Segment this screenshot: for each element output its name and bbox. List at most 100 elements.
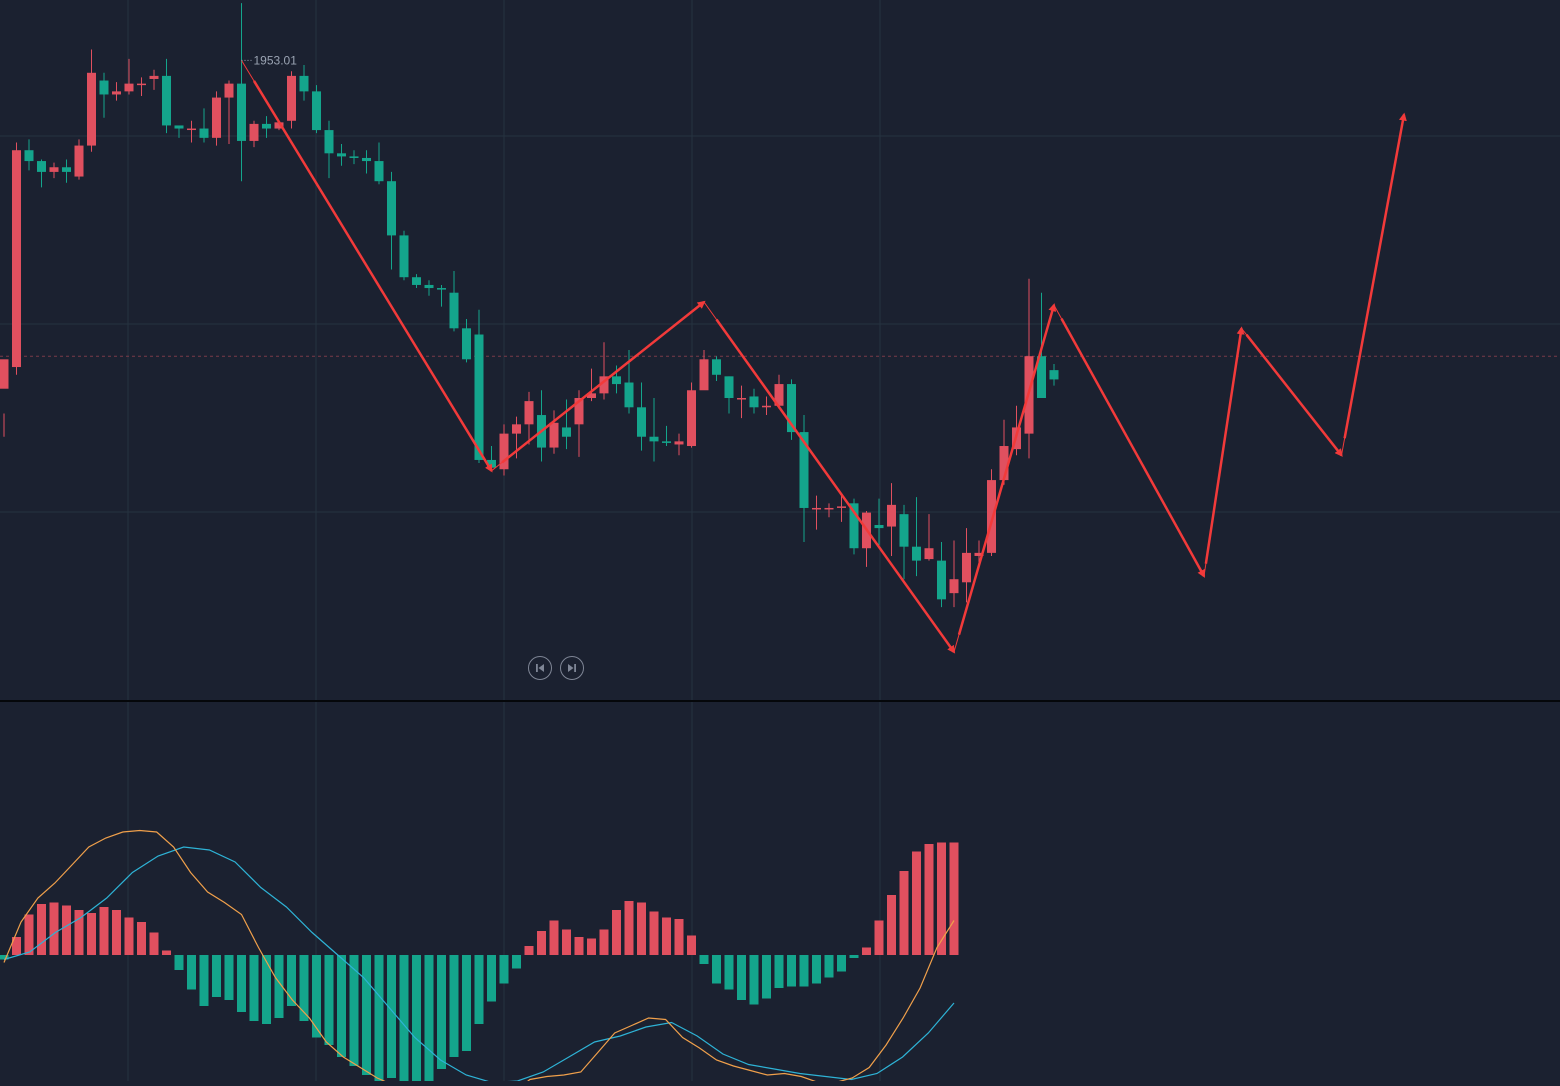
candle-body [924, 548, 934, 560]
macd-bar [487, 955, 496, 1002]
candle-body [762, 405, 771, 408]
candle-body [337, 153, 346, 157]
macd-bar [24, 914, 34, 955]
candle-body [149, 75, 159, 79]
candle-body [62, 167, 71, 172]
macd-bar [899, 871, 909, 955]
macd-bar [687, 935, 696, 955]
macd-bar [49, 902, 59, 955]
macd-bar [674, 919, 684, 955]
macd-bar [262, 955, 271, 1024]
macd-bar [137, 922, 146, 955]
zigzag-arrow [957, 303, 1057, 635]
macd-bar [0, 955, 9, 960]
candle-body [624, 382, 634, 408]
candle-body [162, 75, 171, 126]
macd-bar [499, 955, 509, 984]
candle-body [699, 359, 709, 391]
candle-body [787, 384, 796, 433]
macd-bar [549, 920, 559, 955]
candle-body [574, 398, 584, 425]
candle-body [412, 277, 421, 285]
scroll-to-start-button[interactable] [528, 656, 552, 680]
macd-bar [149, 932, 159, 955]
candle-body [912, 546, 921, 561]
macd-bar [749, 955, 759, 1005]
macd-bar [874, 920, 884, 955]
zigzag-arrow [1060, 318, 1206, 578]
candle-body [949, 579, 959, 594]
candle-body [449, 292, 459, 329]
candle-body [199, 128, 209, 138]
candle-body [987, 480, 996, 553]
candle-body [799, 432, 809, 508]
candle-body [612, 376, 621, 385]
macd-bar [562, 929, 571, 955]
candle-body [37, 161, 46, 172]
skip-forward-icon [568, 664, 576, 672]
macd-bar [124, 917, 134, 955]
candle-body [599, 376, 609, 394]
macd-bar [524, 946, 534, 955]
candle-body [737, 398, 746, 400]
candle-body [399, 235, 409, 278]
macd-bar [799, 955, 809, 987]
macd-bar [774, 955, 784, 988]
macd-bar [949, 842, 959, 955]
candle-body [962, 552, 971, 583]
candle-body [424, 284, 434, 289]
candle-body [287, 75, 296, 121]
candle-body [812, 507, 821, 510]
candle-body [299, 75, 309, 92]
candle-body [824, 507, 834, 510]
macd-bar [737, 955, 746, 1000]
macd-bar [412, 955, 421, 1086]
macd-bar [187, 955, 196, 990]
candle-body [237, 83, 246, 141]
zigzag-arrow [252, 80, 493, 473]
candle-body [174, 125, 184, 129]
macd-bar [212, 955, 221, 997]
candle-body [1049, 370, 1059, 380]
zigzag-arrow [1204, 326, 1245, 564]
macd-bar [924, 844, 934, 955]
candle-body [999, 446, 1009, 481]
candle-body [849, 503, 859, 549]
macd-bar [449, 955, 459, 1057]
macd-bar [574, 937, 584, 955]
macd-bar [199, 955, 209, 1006]
macd-bar [887, 895, 896, 955]
candle-body [387, 181, 396, 236]
macd-bar [424, 955, 434, 1083]
candle-body [974, 552, 984, 556]
macd-histogram [0, 842, 959, 1086]
macd-bar [812, 955, 821, 984]
candle-body [24, 150, 34, 162]
macd-bar [362, 955, 371, 1075]
macd-bar [162, 950, 171, 955]
macd-bar [862, 947, 871, 955]
candle-body [837, 506, 846, 508]
zigzag-annotation [241, 60, 1407, 654]
macd-bar [224, 955, 234, 1000]
candle-body [137, 83, 146, 86]
macd-bar [349, 955, 359, 1066]
candle-body [324, 130, 334, 154]
candle-body [99, 80, 109, 95]
candle-body [349, 156, 359, 158]
macd-bar [787, 955, 796, 987]
macd-bar [299, 955, 309, 1021]
macd-bar [712, 955, 721, 984]
macd-bar [12, 937, 21, 955]
candle-body [249, 123, 259, 141]
macd-bar [437, 955, 446, 1069]
scroll-to-end-button[interactable] [560, 656, 584, 680]
dif-line [3, 829, 955, 1086]
candle-body [474, 334, 484, 460]
macd-bar [99, 907, 109, 955]
macd-bar [287, 955, 296, 1006]
candle-body [499, 433, 509, 470]
candle-body [462, 328, 471, 360]
candle-body [12, 150, 21, 368]
